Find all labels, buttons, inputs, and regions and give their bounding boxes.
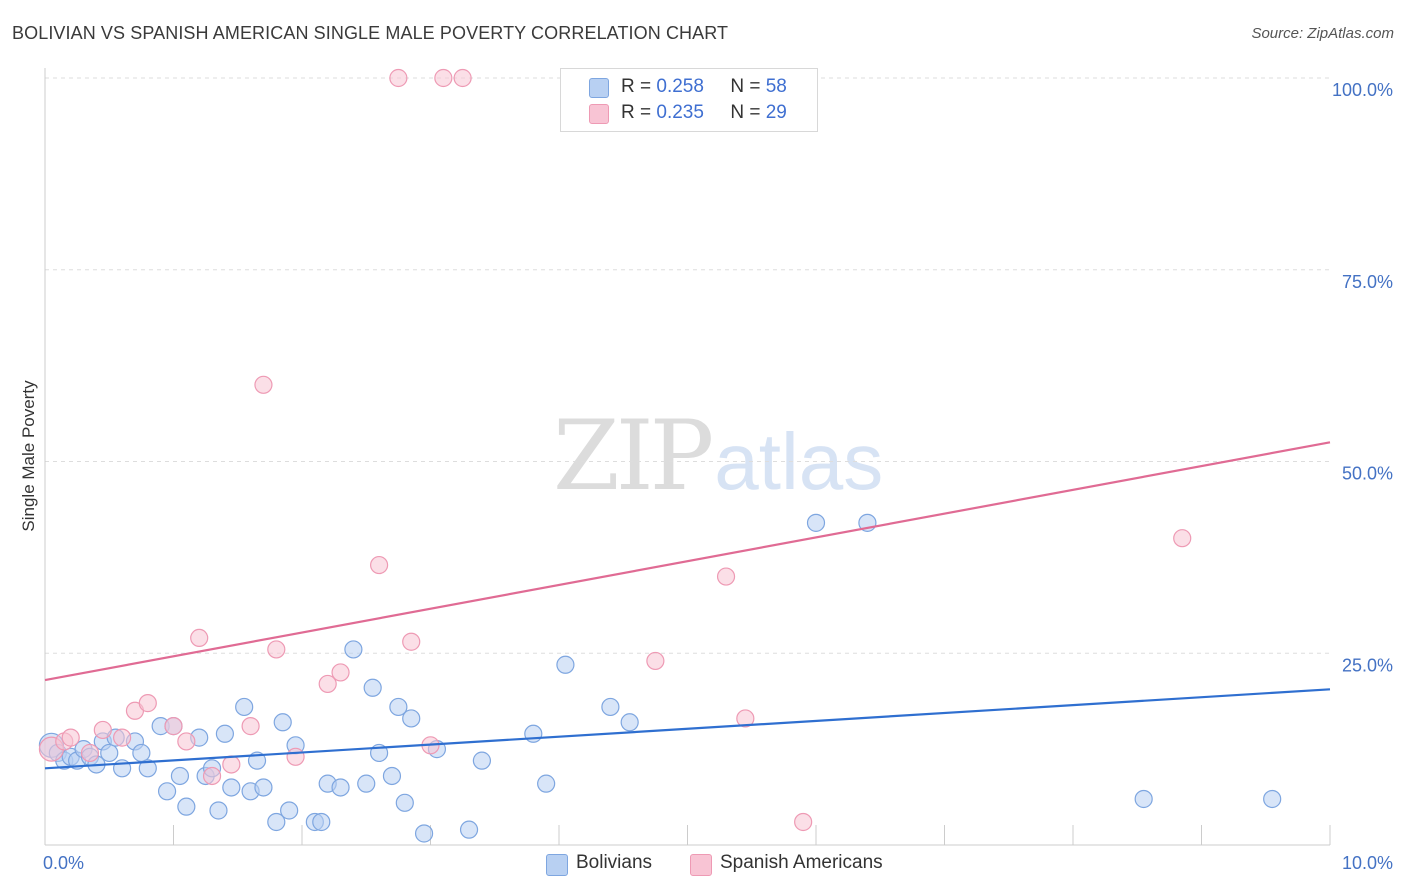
spanish-point	[177, 732, 196, 751]
x-tick-label: 0.0%	[43, 853, 84, 873]
y-tick-label: 50.0%	[1342, 464, 1393, 484]
legend-swatch-spanish	[589, 104, 609, 124]
bolivian-point	[414, 824, 434, 843]
watermark-zip: ZIP	[553, 400, 714, 512]
bolivian-point	[472, 751, 491, 770]
spanish-point	[318, 674, 337, 694]
spanish-point	[138, 694, 157, 713]
bolivian-point	[215, 724, 234, 743]
legend-text-spanish: R = 0.235 N = 29	[621, 102, 787, 124]
bolivian-point	[157, 782, 177, 801]
bottom-legend-swatch-spanish	[690, 854, 712, 876]
bolivian-point	[806, 513, 826, 532]
y-axis-label: Single Male Poverty	[19, 380, 38, 532]
bolivian-point	[100, 743, 119, 763]
bolivian-point	[312, 812, 331, 832]
r-label: R =	[621, 102, 652, 123]
spanish-point	[794, 812, 813, 832]
spanish-point	[389, 68, 408, 88]
bolivian-point	[402, 709, 421, 728]
spanish-point	[434, 68, 453, 88]
bolivian-point	[601, 697, 620, 717]
bolivian-point	[344, 640, 363, 659]
bolivian-point	[331, 778, 350, 797]
data-points	[38, 68, 1282, 843]
r-value: 0.258	[656, 76, 704, 97]
spanish-point	[202, 766, 222, 786]
bottom-legend-label-spanish: Spanish Americans	[720, 852, 883, 873]
spanish-point	[254, 375, 273, 394]
bolivian-point	[170, 766, 190, 786]
legend-swatch-bolivians	[589, 78, 609, 98]
n-value: 29	[765, 102, 787, 123]
bolivian-point	[138, 759, 157, 778]
spanish-point	[190, 628, 209, 648]
spanish-point	[716, 567, 736, 586]
spanish-point	[61, 728, 80, 747]
trend-lines	[44, 441, 1331, 770]
spanish-point	[286, 747, 305, 766]
spanish-point	[646, 651, 665, 671]
bolivian-point	[273, 713, 292, 732]
bolivian-point	[235, 697, 254, 717]
y-tick-label: 100.0%	[1332, 80, 1393, 100]
y-tick-label: 75.0%	[1342, 272, 1393, 292]
source-attribution: Source: ZipAtlas.com	[1251, 25, 1394, 42]
axis-labels: 25.0% 50.0% 75.0% 100.0% 0.0% 10.0% Single Mal…	[19, 80, 1393, 873]
spanish-point	[164, 717, 183, 736]
n-label: N =	[730, 76, 761, 97]
bolivian-point	[537, 774, 556, 793]
bolivian-point	[1263, 789, 1282, 809]
bolivian-point	[556, 655, 575, 674]
bolivian-point	[280, 801, 299, 820]
legend-text-bolivians: R = 0.258 N = 58	[621, 76, 787, 98]
bolivian-point	[132, 743, 151, 763]
bottom-legend-label-bolivians: Bolivians	[576, 852, 653, 873]
spanish-point	[80, 743, 100, 763]
bolivian-point	[357, 774, 376, 793]
spanish-point	[736, 709, 755, 728]
bolivian-point	[254, 778, 273, 797]
bolivian-point	[389, 697, 408, 717]
bolivian-point	[395, 793, 414, 812]
spanish-trend-line	[44, 441, 1331, 682]
grid-lines	[45, 77, 1330, 654]
spanish-point	[453, 68, 472, 88]
axes	[44, 68, 1331, 846]
bolivian-point	[1134, 789, 1153, 809]
n-label: N =	[730, 102, 761, 123]
x-tick-label: 10.0%	[1342, 853, 1393, 873]
bolivian-point	[363, 678, 382, 697]
spanish-point	[112, 728, 132, 747]
y-tick-label: 25.0%	[1342, 655, 1393, 675]
spanish-point	[267, 640, 286, 659]
r-label: R =	[621, 76, 652, 97]
series-bolivian	[38, 513, 1282, 843]
n-value: 58	[765, 76, 787, 97]
series-spanish	[38, 68, 1192, 832]
chart-title: BOLIVIAN VS SPANISH AMERICAN SINGLE MALE…	[12, 23, 729, 43]
spanish-point	[370, 555, 389, 575]
r-value: 0.235	[656, 102, 704, 123]
spanish-point	[1173, 529, 1192, 548]
bolivian-trend-line	[44, 688, 1331, 770]
bolivian-point	[620, 713, 639, 732]
spanish-point	[222, 755, 241, 774]
bolivian-point	[267, 812, 286, 832]
spanish-point	[402, 632, 421, 651]
spanish-point	[241, 717, 260, 736]
correlation-legend: R = 0.258 N = 58 R = 0.235 N = 29	[560, 68, 818, 132]
bolivian-point	[222, 778, 241, 797]
bottom-legend-swatch-bolivians	[546, 854, 568, 876]
bolivian-point	[177, 797, 196, 816]
spanish-point	[331, 663, 350, 682]
bolivian-point	[382, 766, 402, 786]
spanish-point	[93, 720, 112, 740]
bolivian-point	[209, 801, 228, 820]
bolivian-point	[459, 820, 479, 839]
